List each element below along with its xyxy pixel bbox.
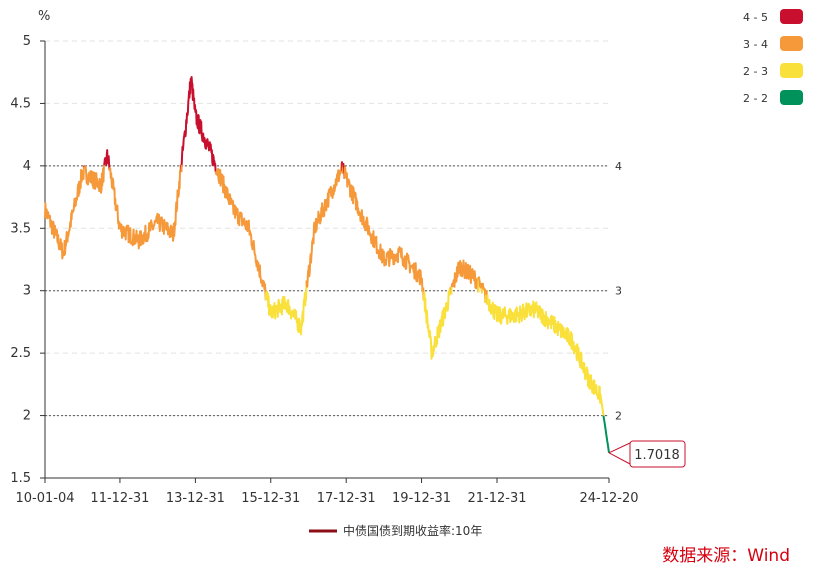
series-line-segment: [264, 280, 308, 336]
value-callout: 1.7018: [608, 440, 686, 468]
y-axis-unit-label: %: [38, 9, 50, 24]
series-line-segment: [477, 276, 483, 294]
x-tick-label: 19-12-31: [392, 491, 451, 506]
reference-line-label: 3: [615, 285, 622, 298]
visual-map-swatch: [780, 90, 803, 105]
x-tick-label: 11-12-31: [90, 491, 149, 506]
data-source-note: 数据来源：Wind: [662, 546, 790, 566]
x-tick-label: 15-12-31: [241, 491, 300, 506]
visual-map-label: 3 - 4: [743, 38, 768, 51]
x-tick-label: 24-12-20: [579, 491, 638, 506]
y-tick-label: 4.5: [10, 96, 31, 111]
reference-line-label: 4: [615, 160, 622, 173]
y-tick-label: 2.5: [10, 346, 31, 361]
series-line-segment: [343, 166, 424, 292]
reference-line-label: 2: [615, 410, 622, 423]
visual-map-swatch: [780, 36, 803, 51]
series-line-segment: [305, 162, 343, 288]
visual-map-legend: 4 - 5 3 - 4 2 - 3 2 - 2: [743, 9, 803, 105]
visual-map-swatch: [780, 9, 803, 24]
series-legend[interactable]: 中债国债到期收益率:10年: [309, 523, 482, 538]
series-line-segment: [214, 167, 267, 301]
x-tick-label: 13-12-31: [166, 491, 225, 506]
y-tick-label: 1.5: [10, 471, 31, 486]
series-line-segment: [450, 259, 480, 293]
y-tick-label: 4: [23, 159, 31, 174]
visual-map-label: 2 - 3: [743, 65, 768, 78]
callout-pointer: [608, 452, 631, 465]
y-tick-label: 3: [23, 284, 31, 299]
series-line-segment: [486, 294, 605, 416]
reference-lines: 2 3 4: [45, 160, 622, 423]
y-tick-label: 3.5: [10, 221, 31, 236]
callout-pointer: [608, 442, 631, 454]
y-tick-label: 5: [23, 34, 31, 49]
axes: 1.5 2 2.5 3 3.5 4 4.5 5 10-01-04 11-12-31 13-12-31…: [10, 34, 638, 506]
series-line-segment: [422, 288, 451, 360]
series-line-segment: [602, 415, 610, 453]
series-line-segment: [83, 164, 105, 194]
x-tick-label: 21-12-31: [467, 491, 526, 506]
callout-value: 1.7018: [634, 448, 680, 463]
series-line-segment: [180, 76, 217, 172]
callout-box: [629, 440, 686, 468]
y-tick-label: 2: [23, 409, 31, 424]
visual-map-label: 2 - 2: [743, 92, 768, 105]
series-line-segment: [102, 149, 111, 171]
visual-map-label: 4 - 5: [743, 11, 768, 24]
series-line-segment: [108, 164, 182, 250]
legend-label: 中债国债到期收益率:10年: [343, 523, 482, 538]
visual-map-swatch: [780, 63, 803, 78]
series-line: [44, 76, 610, 453]
x-tick-label: 10-01-04: [15, 491, 74, 506]
x-tick-label: 17-12-31: [317, 491, 376, 506]
series-line-segment: [44, 165, 85, 260]
